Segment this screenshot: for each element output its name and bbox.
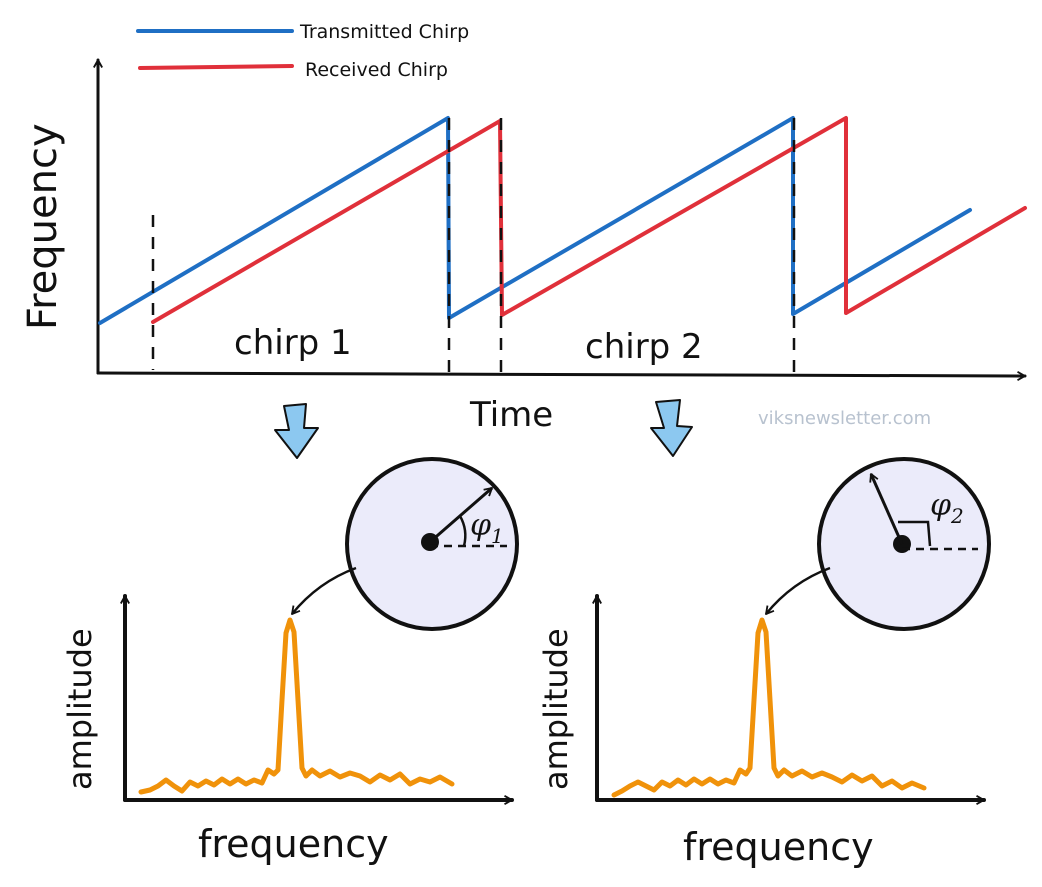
transmitted-chirp-line [98, 116, 972, 325]
top-x-axis [96, 371, 1027, 381]
spectrum-right: amplitude frequency φ2 [537, 457, 991, 869]
phasor-left-pointer [291, 566, 357, 615]
phasor-left-vector [429, 486, 493, 544]
legend-received-label: Received Chirp [305, 59, 448, 81]
spectrum-right-y-label: amplitude [537, 628, 575, 790]
chirp2-label: chirp 2 [585, 327, 703, 367]
spectrum-right-trace [611, 617, 927, 798]
phasor-right-phase-label: φ2 [930, 488, 964, 528]
spectrum-left-trace [138, 617, 455, 795]
phasor-right-angle-arc [898, 520, 932, 547]
phasor-left-phase-subscript: 1 [491, 524, 504, 548]
spectrum-left: amplitude frequency φ1 [61, 457, 519, 866]
received-chirp-line [151, 116, 1027, 324]
phasor-right-phase-symbol: φ [930, 488, 951, 523]
down-arrow-chirp1 [274, 403, 319, 459]
top-chart-axes [93, 58, 1027, 381]
phasor-right-pointer [765, 566, 831, 615]
top-y-axis-label: Frequency [20, 123, 66, 330]
phasor-right-vector [869, 473, 904, 545]
spectrum-left-x-label: frequency [198, 822, 389, 866]
spectrum-left-y-label: amplitude [61, 628, 99, 790]
phasor-left-phase-label: φ1 [470, 508, 504, 548]
down-arrow-chirp2 [650, 399, 693, 457]
chirp1-label: chirp 1 [234, 323, 352, 363]
spectrum-right-x-label: frequency [683, 825, 874, 869]
phasor-left-angle-arc [458, 515, 467, 547]
legend-received-swatch [138, 64, 294, 70]
phasor-right-phase-subscript: 2 [950, 504, 964, 528]
top-x-axis-label: Time [469, 395, 553, 435]
legend: Transmitted Chirp Received Chirp [136, 21, 469, 81]
time-markers [151, 118, 796, 372]
watermark: viksnewsletter.com [758, 408, 931, 429]
legend-transmitted-label: Transmitted Chirp [299, 21, 469, 43]
phasor-left-phase-symbol: φ [470, 508, 491, 543]
